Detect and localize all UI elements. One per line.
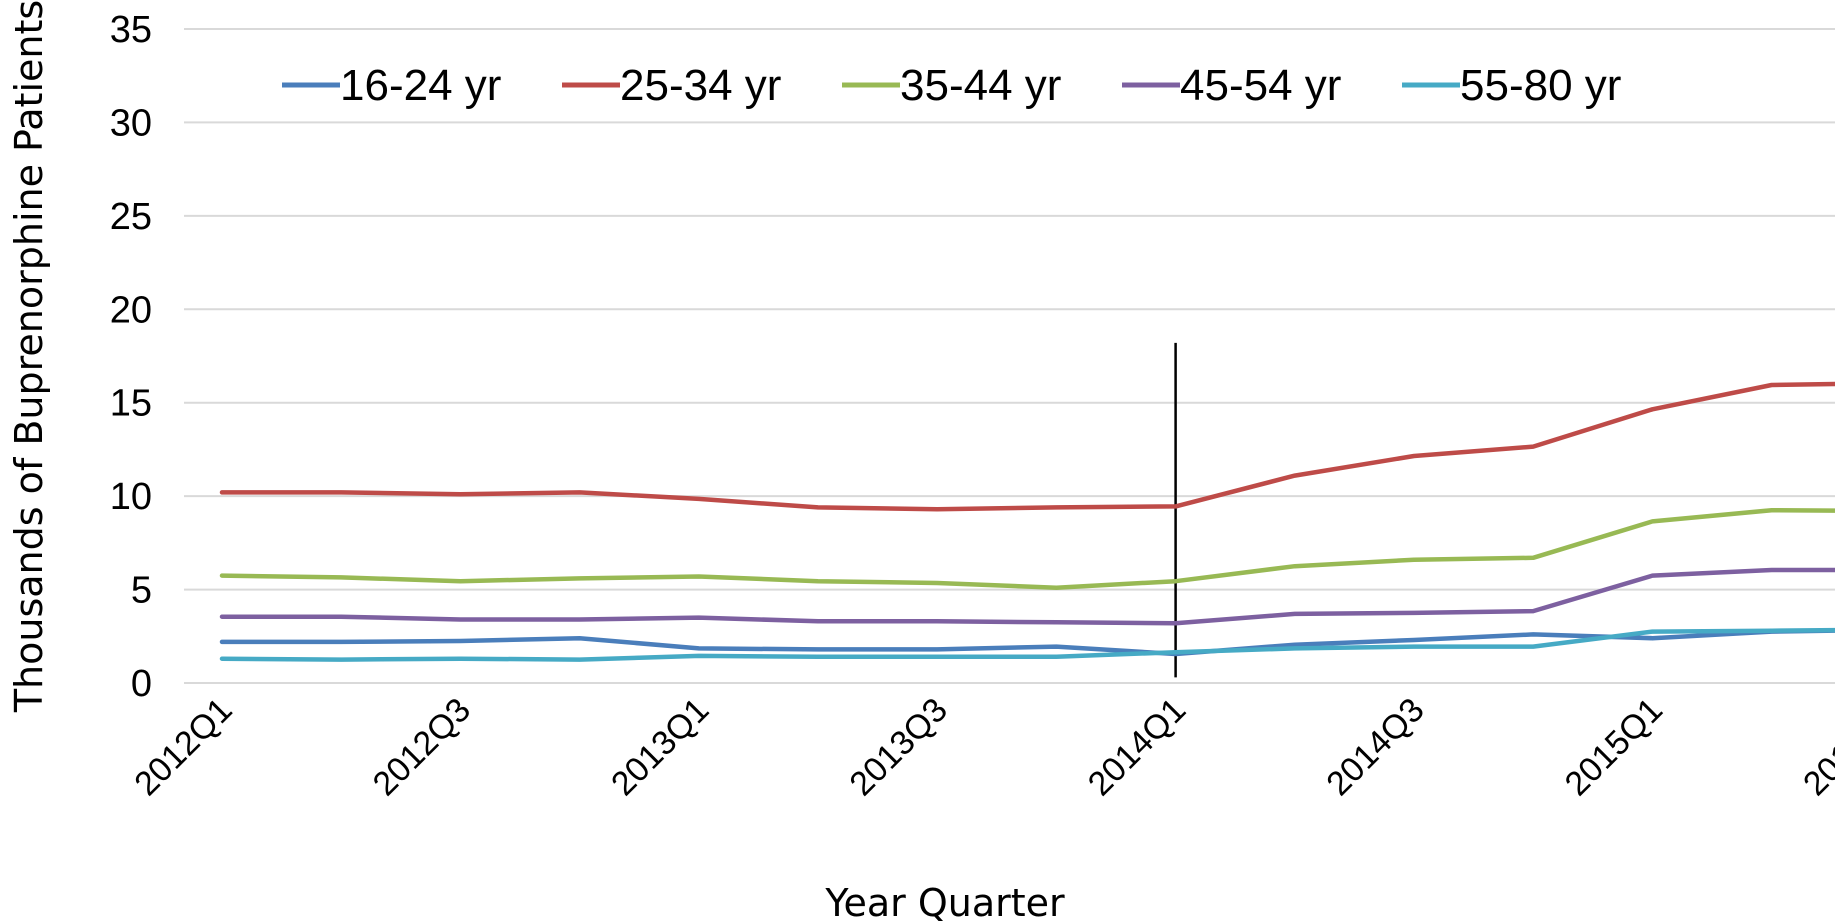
series-line xyxy=(219,627,1835,662)
series-line xyxy=(219,567,1835,626)
x-tick-label: 2014Q3 xyxy=(1319,691,1431,803)
y-tick-label: 15 xyxy=(110,383,152,425)
series-line xyxy=(219,381,1835,512)
x-axis-ticks: 2012Q1 2012Q3 2013Q1 2013Q3 2014Q1 2014Q3 2015… xyxy=(127,691,1835,803)
x-tick-label: 2015Q3 xyxy=(1796,691,1835,803)
x-axis-title: Year Quarter xyxy=(824,881,1065,921)
x-tick-label: 2013Q3 xyxy=(842,691,954,803)
x-tick-label: 2012Q3 xyxy=(366,691,478,803)
x-tick-label: 2014Q1 xyxy=(1081,691,1193,803)
y-axis-ticks: 0 5 10 15 20 25 30 35 xyxy=(110,9,152,705)
x-tick-label: 2013Q1 xyxy=(604,691,716,803)
y-tick-label: 5 xyxy=(131,570,152,612)
y-tick-label: 10 xyxy=(110,476,152,518)
legend-label: 25-34 yr xyxy=(620,61,781,110)
series-lines xyxy=(219,381,1835,662)
y-tick-label: 35 xyxy=(110,9,152,51)
x-tick-label: 2012Q1 xyxy=(127,691,239,803)
legend: 16-24 yr 25-34 yr 35-44 yr 45-54 yr 55-80 yr xyxy=(282,61,1621,110)
legend-label: 45-54 yr xyxy=(1180,61,1341,110)
y-tick-label: 20 xyxy=(110,289,152,331)
y-axis-title: Thousands of Buprenorphine Patients xyxy=(7,0,51,713)
series-line xyxy=(219,507,1835,590)
y-tick-label: 25 xyxy=(110,196,152,238)
x-tick-label: 2015Q1 xyxy=(1558,691,1670,803)
series-line xyxy=(219,628,1835,657)
legend-label: 35-44 yr xyxy=(900,61,1061,110)
legend-label: 16-24 yr xyxy=(340,61,501,110)
y-tick-label: 30 xyxy=(110,102,152,144)
y-tick-label: 0 xyxy=(131,663,152,705)
legend-label: 55-80 yr xyxy=(1460,61,1621,110)
